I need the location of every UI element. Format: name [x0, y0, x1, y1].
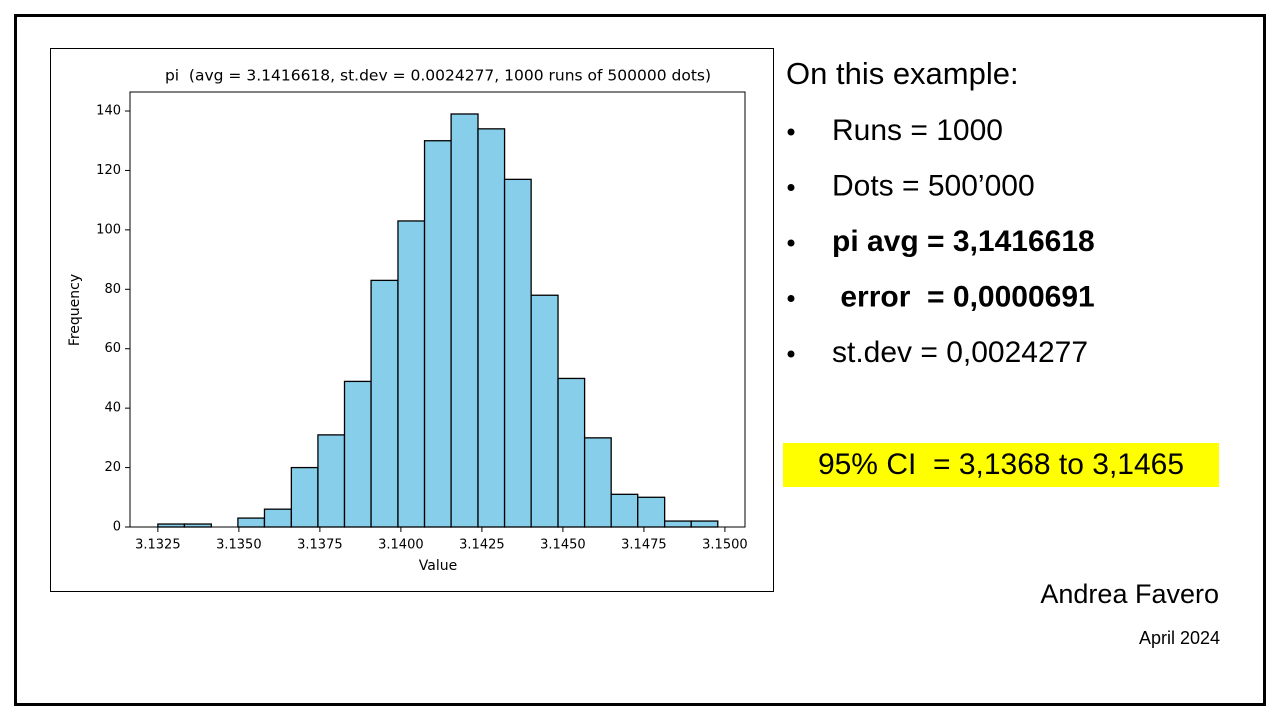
- x-axis-label: Value: [419, 558, 457, 574]
- y-tick-label: 80: [104, 282, 121, 297]
- histogram-bar: [637, 496, 666, 528]
- y-tick-label: 20: [104, 460, 121, 475]
- bullet: [787, 295, 795, 302]
- histogram-bar: [423, 140, 452, 528]
- author: Andrea Favero: [1040, 579, 1219, 609]
- histogram-bar: [317, 434, 346, 528]
- note-item: Runs = 1000: [832, 114, 1003, 147]
- note-item: st.dev = 0,0024277: [832, 336, 1088, 369]
- histogram-bar: [583, 437, 612, 528]
- y-tick-label: 60: [104, 341, 121, 356]
- histogram-bar: [237, 517, 266, 528]
- x-tick-label: 3.1450: [540, 538, 586, 553]
- histogram-bar: [477, 128, 506, 528]
- histogram-bar: [557, 377, 586, 528]
- note-item: Dots = 500’000: [832, 169, 1035, 202]
- note-item: error = 0,0000691: [832, 280, 1095, 313]
- histogram-bar: [343, 380, 372, 528]
- histogram-bar: [503, 178, 532, 528]
- bullet: [787, 184, 795, 191]
- plot-area: [129, 91, 746, 528]
- histogram-bar: [530, 294, 559, 528]
- y-tick-label: 40: [104, 401, 121, 416]
- histogram-bar: [663, 520, 692, 528]
- note-item: pi avg = 3,1416618: [832, 225, 1095, 258]
- x-tick-label: 3.1500: [702, 538, 748, 553]
- histogram-bar: [610, 493, 639, 528]
- x-tick-label: 3.1375: [297, 538, 343, 553]
- chart-title: pi (avg = 3.1416618, st.dev = 0.0024277,…: [165, 67, 711, 85]
- x-tick-label: 3.1425: [459, 538, 505, 553]
- notes-heading: On this example:: [786, 56, 1019, 91]
- bullet: [787, 350, 795, 358]
- x-tick-label: 3.1475: [621, 538, 667, 553]
- y-tick-label: 100: [96, 222, 121, 237]
- histogram-bar: [397, 220, 426, 528]
- y-axis-label: Frequency: [67, 274, 83, 346]
- highlight-text: 95% CI = 3,1368 to 3,1465: [818, 448, 1184, 481]
- date: April 2024: [1139, 628, 1220, 648]
- bullet: [787, 128, 795, 136]
- histogram-bar: [450, 113, 479, 528]
- x-tick-label: 3.1400: [378, 538, 424, 553]
- histogram-bar: [690, 520, 719, 528]
- y-tick-label: 140: [96, 104, 121, 119]
- x-tick-label: 3.1325: [135, 538, 181, 553]
- highlight-box: [783, 443, 1219, 487]
- x-tick-label: 3.1350: [216, 538, 262, 553]
- bullet: [787, 239, 795, 247]
- y-tick-label: 0: [113, 520, 121, 535]
- y-tick-label: 120: [96, 163, 121, 178]
- histogram-bar: [263, 508, 293, 528]
- histogram-bar: [370, 279, 399, 528]
- histogram-bar: [290, 466, 319, 528]
